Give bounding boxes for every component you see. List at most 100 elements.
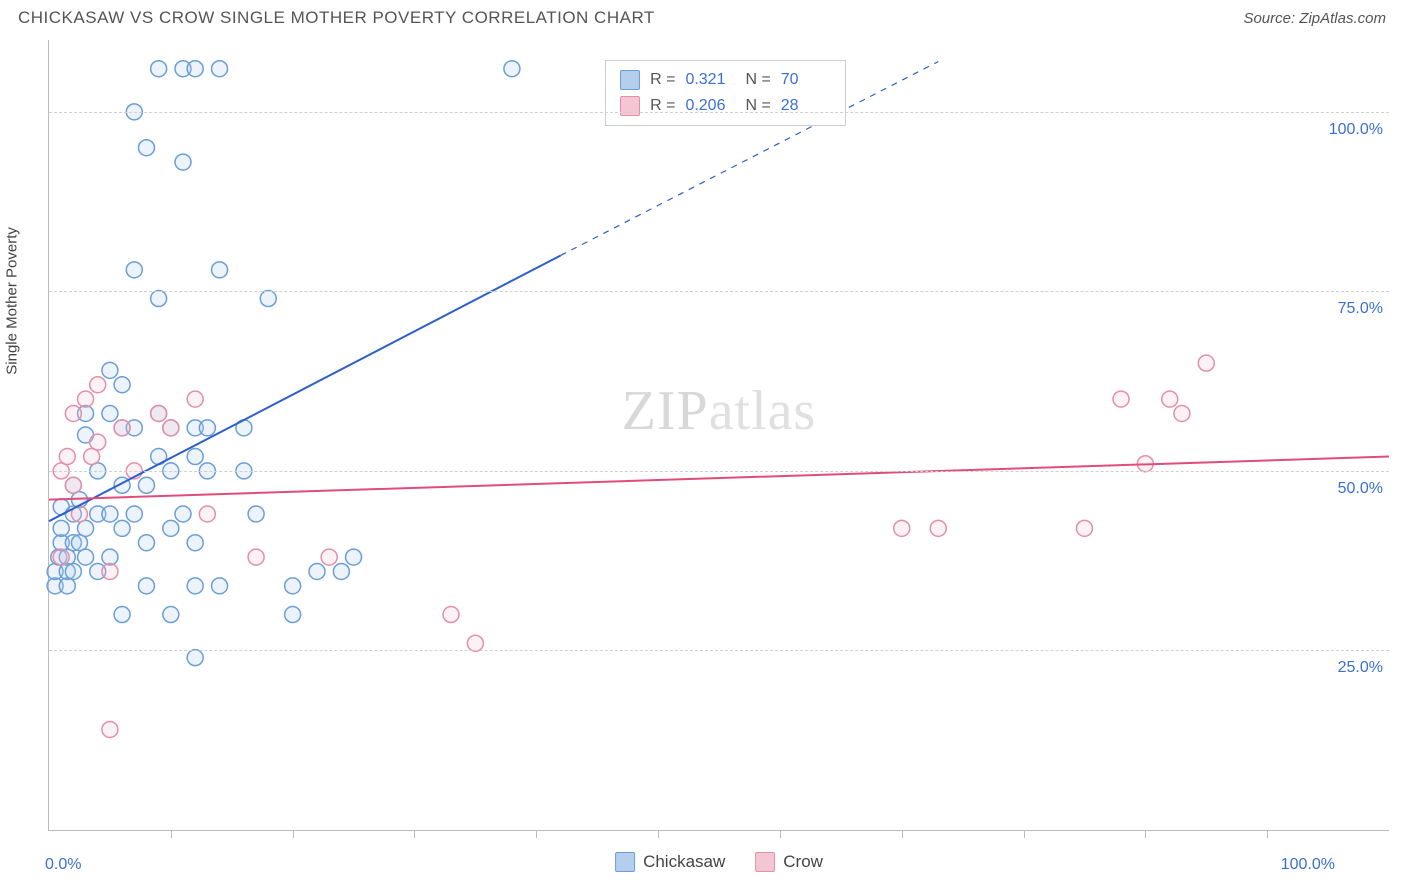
data-point [894, 520, 910, 536]
data-point [467, 635, 483, 651]
data-point [346, 549, 362, 565]
stat-row: R =0.206N =28 [620, 93, 831, 119]
data-point [321, 549, 337, 565]
data-point [59, 578, 75, 594]
chart-header: CHICKASAW VS CROW SINGLE MOTHER POVERTY … [0, 0, 1406, 32]
data-point [175, 154, 191, 170]
data-point [114, 520, 130, 536]
data-point [90, 434, 106, 450]
data-point [212, 578, 228, 594]
data-point [53, 520, 69, 536]
stat-n-label: N = [745, 71, 770, 89]
data-point [309, 563, 325, 579]
plot-svg [49, 40, 1389, 830]
data-point [1113, 391, 1129, 407]
data-point [285, 578, 301, 594]
data-point [199, 420, 215, 436]
data-point [443, 607, 459, 623]
gridline [49, 291, 1389, 292]
data-point [78, 391, 94, 407]
data-point [187, 535, 203, 551]
data-point [65, 477, 81, 493]
x-tick [1267, 830, 1268, 838]
data-point [212, 61, 228, 77]
data-point [71, 535, 87, 551]
legend-swatch [620, 70, 640, 90]
legend-item: Chickasaw [615, 852, 725, 872]
y-tick-label: 100.0% [1329, 121, 1383, 139]
data-point [102, 362, 118, 378]
correlation-stat-box: R = 0.321 N = 70 R =0.206N =28 [605, 60, 846, 126]
stat-row: R = 0.321 N = 70 [620, 67, 831, 93]
gridline [49, 471, 1389, 472]
bottom-legend: Chickasaw Crow [615, 852, 823, 872]
data-point [151, 61, 167, 77]
data-point [84, 449, 100, 465]
x-tick-label-min: 0.0% [45, 856, 81, 874]
legend-item: Crow [755, 852, 823, 872]
x-tick [293, 830, 294, 838]
data-point [187, 449, 203, 465]
data-point [285, 607, 301, 623]
trend-line [49, 457, 1389, 500]
data-point [102, 563, 118, 579]
legend-swatch [755, 852, 775, 872]
data-point [114, 607, 130, 623]
stat-r-label: R = [650, 71, 675, 89]
data-point [187, 391, 203, 407]
legend-label: Chickasaw [643, 852, 725, 872]
data-point [78, 549, 94, 565]
data-point [1076, 520, 1092, 536]
data-point [151, 291, 167, 307]
data-point [126, 262, 142, 278]
data-point [59, 449, 75, 465]
data-point [65, 405, 81, 421]
data-point [1174, 405, 1190, 421]
data-point [114, 377, 130, 393]
x-tick [780, 830, 781, 838]
data-point [333, 563, 349, 579]
stat-r-value: 0.321 [685, 71, 735, 89]
data-point [90, 377, 106, 393]
x-tick-label-max: 100.0% [1281, 856, 1335, 874]
data-point [163, 607, 179, 623]
data-point [138, 535, 154, 551]
data-point [151, 405, 167, 421]
plot-area: ZIPatlas R =0.321N =70R =0.206N =28 0.0%… [48, 40, 1389, 831]
x-tick [1145, 830, 1146, 838]
data-point [102, 405, 118, 421]
legend-swatch [620, 96, 640, 116]
y-tick-label: 50.0% [1338, 480, 1383, 498]
gridline [49, 112, 1389, 113]
legend-label: Crow [783, 852, 823, 872]
data-point [1198, 355, 1214, 371]
data-point [163, 520, 179, 536]
x-tick [414, 830, 415, 838]
data-point [1162, 391, 1178, 407]
data-point [199, 506, 215, 522]
data-point [930, 520, 946, 536]
y-axis-label: Single Mother Poverty [4, 227, 21, 375]
data-point [53, 549, 69, 565]
data-point [138, 578, 154, 594]
data-point [138, 140, 154, 156]
data-point [187, 650, 203, 666]
data-point [102, 721, 118, 737]
data-point [248, 549, 264, 565]
x-tick [536, 830, 537, 838]
y-tick-label: 25.0% [1338, 659, 1383, 677]
x-tick [902, 830, 903, 838]
data-point [126, 506, 142, 522]
data-point [248, 506, 264, 522]
data-point [504, 61, 520, 77]
data-point [260, 291, 276, 307]
data-point [212, 262, 228, 278]
data-point [102, 506, 118, 522]
data-point [138, 477, 154, 493]
gridline [49, 650, 1389, 651]
stat-n-value: 70 [781, 71, 831, 89]
chart-source: Source: ZipAtlas.com [1243, 10, 1386, 27]
data-point [114, 420, 130, 436]
chart-container: Single Mother Poverty ZIPatlas R =0.321N… [18, 40, 1388, 840]
chart-title: CHICKASAW VS CROW SINGLE MOTHER POVERTY … [18, 8, 655, 28]
